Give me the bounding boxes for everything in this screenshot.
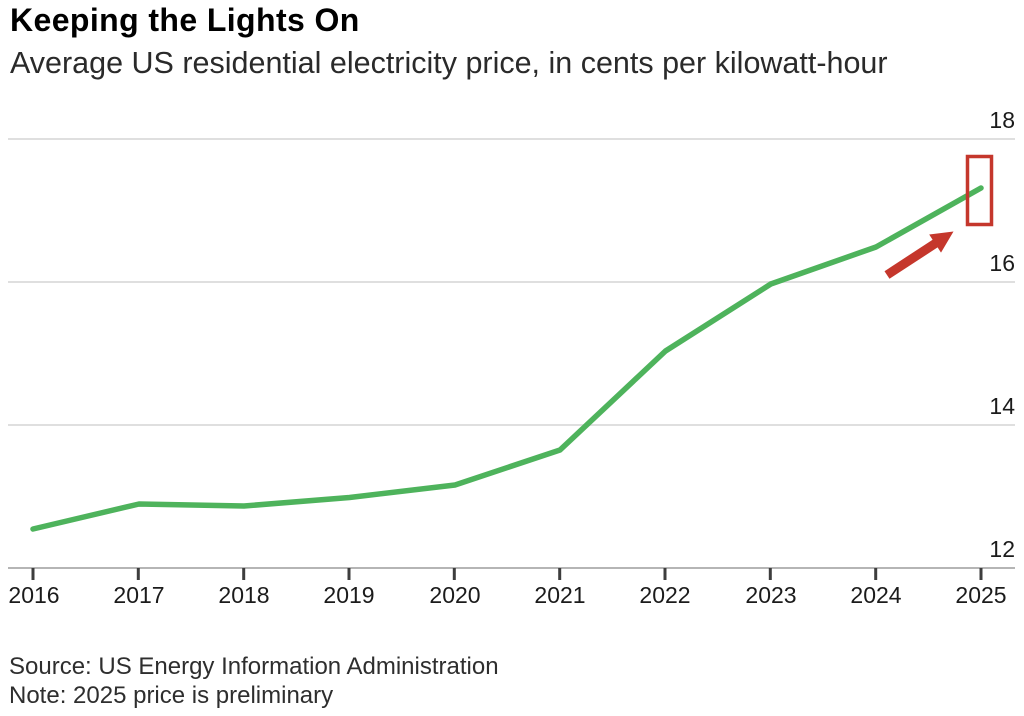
svg-text:2025: 2025 xyxy=(955,582,1006,608)
svg-text:2022: 2022 xyxy=(639,582,690,608)
svg-text:2017: 2017 xyxy=(113,582,164,608)
svg-text:14: 14 xyxy=(989,393,1015,419)
svg-text:Keeping the Lights On: Keeping the Lights On xyxy=(10,2,360,38)
svg-text:12: 12 xyxy=(989,536,1015,562)
svg-text:Average US residential electri: Average US residential electricity price… xyxy=(10,46,888,80)
svg-text:Note: 2025 price is preliminar: Note: 2025 price is preliminary xyxy=(9,682,333,709)
svg-text:2018: 2018 xyxy=(218,582,269,608)
svg-text:2020: 2020 xyxy=(429,582,480,608)
svg-text:2016: 2016 xyxy=(8,582,59,608)
svg-text:2023: 2023 xyxy=(745,582,796,608)
svg-text:2024: 2024 xyxy=(850,582,901,608)
svg-text:16: 16 xyxy=(989,250,1015,276)
svg-text:Source: US Energy Information: Source: US Energy Information Administra… xyxy=(9,653,499,680)
svg-text:2021: 2021 xyxy=(534,582,585,608)
svg-text:18: 18 xyxy=(989,107,1015,133)
svg-text:2019: 2019 xyxy=(323,582,374,608)
